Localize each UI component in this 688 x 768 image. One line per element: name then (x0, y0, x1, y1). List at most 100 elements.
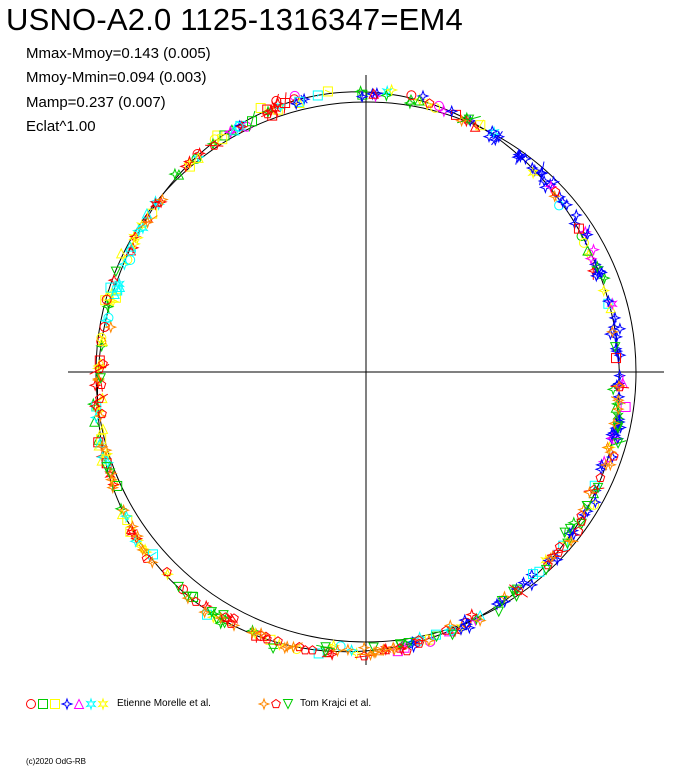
legend-marker-group1 (85, 697, 97, 711)
data-point-group1 (131, 224, 145, 238)
error-bar (283, 92, 287, 114)
error-bar (546, 549, 570, 556)
legend-marker-group1 (73, 698, 85, 709)
data-point-group1 (206, 610, 220, 624)
data-point-group1 (125, 244, 137, 256)
data-point-group1 (125, 254, 136, 265)
data-point-group1 (312, 90, 323, 101)
data-point-group1 (247, 116, 258, 127)
error-bar (521, 578, 526, 587)
data-point-group2 (589, 484, 599, 494)
error-bar (563, 540, 579, 543)
data-point-group2 (92, 372, 105, 386)
stat-brightness-exponent: Eclat^1.00 (26, 118, 96, 135)
data-point-group2 (173, 581, 184, 593)
stat-max-minus-mean: Mmax-Mmoy=0.143 (0.005) (26, 45, 211, 62)
data-point-group1 (335, 641, 346, 652)
error-bar (354, 654, 374, 659)
legend-label-group2: Tom Krajci et al. (300, 698, 372, 709)
data-point-group1 (184, 161, 195, 172)
legend-marker-group1 (97, 697, 109, 711)
error-bar (248, 110, 256, 132)
data-point-group1 (107, 273, 121, 287)
data-point-group2 (162, 566, 172, 577)
error-bar (291, 96, 297, 102)
data-point-group1 (610, 402, 622, 413)
data-point-group1 (193, 146, 207, 160)
data-point-group1 (420, 98, 434, 111)
data-point-group2 (422, 634, 436, 648)
error-bar (605, 443, 610, 452)
data-point-group1 (325, 647, 339, 661)
error-bar (467, 625, 472, 630)
data-point-group1 (365, 87, 379, 101)
data-point-group2 (599, 458, 613, 472)
data-point-group1 (556, 195, 570, 209)
data-point-group1 (97, 423, 109, 434)
error-bar (603, 275, 606, 282)
copyright-notice: (c)2020 OdG-RB (26, 757, 87, 766)
data-point-group1 (485, 124, 499, 138)
data-point-group1 (620, 401, 631, 412)
data-point-group1 (193, 152, 204, 163)
data-point-group2 (331, 644, 345, 658)
data-point-group2 (136, 543, 150, 557)
data-point-group1 (519, 152, 533, 166)
error-bar (552, 191, 557, 201)
data-point-group1 (100, 450, 112, 464)
data-point-group1 (126, 525, 138, 540)
data-point-group2 (322, 647, 333, 657)
error-bar (610, 396, 626, 405)
error-bar (91, 393, 109, 404)
data-point-group1 (350, 647, 364, 661)
data-point-group1 (152, 197, 166, 211)
data-point-group1 (535, 166, 549, 180)
data-point-group2 (198, 605, 212, 619)
data-point-group1 (385, 83, 399, 97)
stat-amplitude: Mamp=0.237 (0.007) (26, 94, 166, 111)
data-point-group1 (101, 456, 115, 470)
data-point-group2 (564, 534, 578, 548)
data-point-group1 (147, 208, 158, 219)
data-point-group2 (559, 527, 571, 539)
data-point-group1 (355, 90, 369, 104)
error-bar (577, 224, 580, 233)
data-point-group1 (525, 161, 539, 175)
data-point-group2 (609, 342, 621, 353)
data-point-group1 (528, 569, 539, 580)
legend-marker-group1 (60, 697, 74, 711)
data-point-group1 (112, 480, 123, 491)
error-bar (124, 517, 130, 523)
data-point-group2 (95, 373, 107, 384)
error-bar (613, 313, 617, 323)
data-point-group1 (345, 643, 359, 657)
data-point-group2 (493, 606, 505, 618)
data-point-group2 (155, 193, 169, 207)
data-point-group2 (540, 564, 552, 576)
data-point-group2 (576, 516, 587, 526)
data-point-group1 (603, 327, 617, 341)
data-point-group1 (103, 312, 114, 323)
data-point-group2 (455, 114, 469, 128)
data-point-group1 (289, 97, 303, 111)
data-point-group1 (465, 608, 479, 622)
data-point-group2 (227, 618, 241, 632)
data-point-group1 (608, 311, 622, 325)
error-bar (606, 297, 611, 305)
data-point-group2 (607, 417, 621, 431)
data-point-group1 (558, 540, 569, 551)
data-point-group2 (576, 518, 587, 530)
data-point-group2 (294, 641, 305, 652)
data-point-group1 (560, 198, 574, 212)
error-bar (249, 627, 256, 634)
data-point-group2 (126, 519, 140, 533)
error-bar (187, 159, 192, 168)
data-point-group2 (424, 98, 435, 108)
error-bar (563, 528, 566, 537)
error-bar (202, 608, 207, 616)
data-point-group1 (235, 120, 249, 134)
data-point-group1 (99, 321, 110, 332)
error-bar (230, 613, 238, 624)
data-point-group1 (567, 528, 581, 542)
data-point-group2 (93, 409, 107, 423)
